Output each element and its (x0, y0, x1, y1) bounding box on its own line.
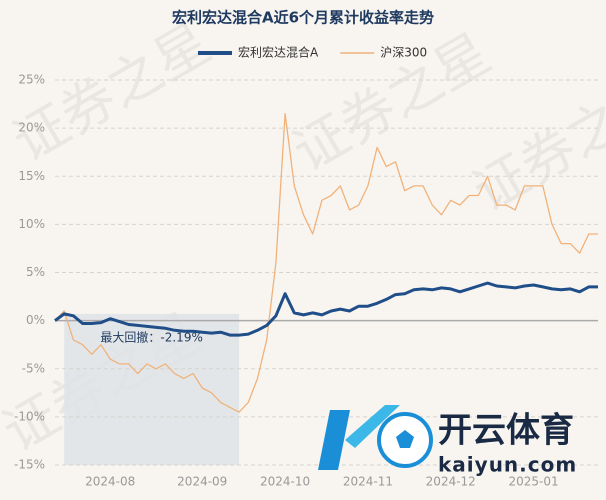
x-tick-label: 2024-12 (426, 475, 476, 489)
x-tick-label: 2024-09 (177, 475, 227, 489)
drawdown-area (64, 313, 240, 465)
logo-ball (396, 430, 414, 448)
drawdown-label: 最大回撤：-2.19% (100, 329, 202, 344)
x-tick-label: 2024-10 (260, 475, 310, 489)
logo-text: 开云体育 (438, 411, 574, 451)
x-tick-label: 2024-08 (85, 475, 135, 489)
legend-label: 宏利宏达混合A (238, 45, 319, 60)
legend-label: 沪深300 (380, 46, 427, 60)
logo-k (345, 405, 400, 448)
chart-title: 宏利宏达混合A近6个月累计收益率走势 (172, 9, 434, 27)
y-tick-label: 15% (18, 169, 45, 183)
y-tick-label: -15% (14, 458, 45, 472)
x-tick-label: 2025-01 (509, 475, 559, 489)
x-tick-label: 2024-11 (343, 475, 393, 489)
logo: 开云体育 kaiyun.com (318, 405, 577, 477)
y-tick-label: -10% (14, 409, 45, 423)
logo-url: kaiyun.com (438, 453, 577, 477)
y-tick-label: 10% (18, 217, 45, 231)
y-tick-label: 5% (26, 265, 45, 279)
logo-k (318, 410, 350, 470)
y-tick-label: 25% (18, 73, 45, 87)
y-tick-label: 20% (18, 121, 45, 135)
y-tick-label: 0% (26, 313, 45, 327)
series-line (54, 113, 598, 413)
y-tick-label: -5% (22, 361, 45, 375)
series-line (54, 281, 598, 337)
